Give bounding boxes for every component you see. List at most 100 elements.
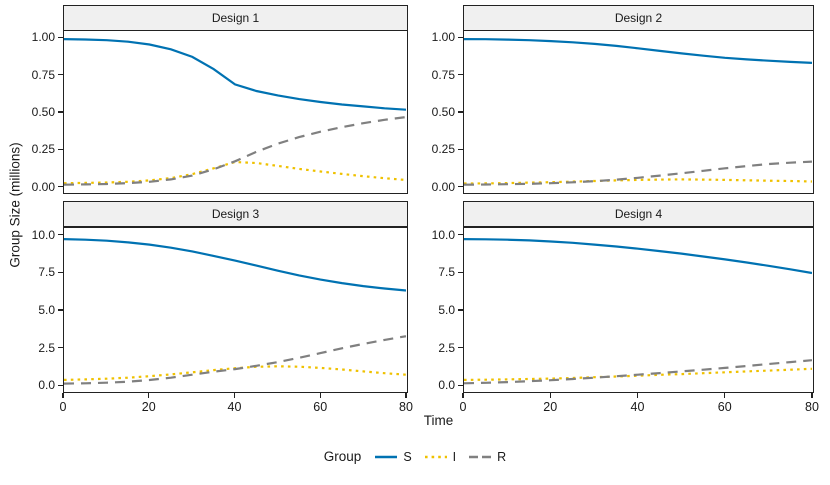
series-line-S [64,238,406,292]
y-tick-mark [58,148,63,150]
y-tick-mark [58,384,63,387]
legend-entry-label: S [403,449,412,464]
legend-entry-S: S [375,449,412,464]
y-tick-label: 0.0 [438,378,455,393]
x-tick-mark [811,393,813,398]
x-tick-mark [319,393,321,398]
x-tick-label: 40 [227,400,242,414]
series-line-S [464,38,812,64]
x-tick-label: 20 [543,400,558,414]
legend-entry-I: I [424,449,457,464]
legend-key-R-line [469,455,492,458]
y-tick-label: 0.75 [31,67,55,82]
series-line-I [464,178,812,185]
x-tick-label: 40 [630,400,645,414]
legend-title: Group [323,449,362,464]
x-tick-mark [462,393,464,398]
y-tick-label: 0.50 [31,105,55,119]
series-line-S [464,238,812,275]
x-tick-mark [62,393,64,398]
y-tick-label: 7.5 [438,265,455,280]
x-tick-label: 20 [141,400,156,414]
panel-lines [64,38,406,186]
y-tick-mark [458,309,463,311]
panel-design-1 [63,30,408,194]
x-tick-mark [405,393,407,398]
y-tick-label: 0.00 [31,179,55,194]
y-tick-label: 5.0 [38,303,55,317]
y-tick-label: 2.5 [438,340,455,355]
x-tick-label: 0 [459,400,467,414]
facet-strip-design-2: Design 2 [463,5,814,31]
x-tick-mark [724,393,726,398]
y-tick-label: 1.00 [31,30,55,45]
panel-design-2 [463,30,814,194]
y-tick-label: 0.00 [431,179,455,194]
y-tick-label: 0.75 [431,67,455,82]
y-tick-mark [58,74,63,76]
facet-strip-design-4: Design 4 [463,201,814,227]
legend-entry-label: R [497,449,507,464]
x-tick-label: 60 [717,400,732,414]
y-tick-mark [458,185,463,188]
y-tick-label: 0.0 [38,378,55,393]
x-tick-mark [148,393,150,398]
panel-lines [464,238,812,385]
y-tick-mark [58,233,63,236]
facet-strip-design-1: Design 1 [63,5,408,31]
y-tick-mark [58,185,63,188]
x-axis-title: Time [423,413,454,428]
y-tick-label: 10.0 [431,227,455,242]
legend-key-I-line [424,455,447,458]
series-line-R [464,359,812,385]
y-tick-label: 0.25 [431,142,455,157]
panel-design-3 [63,227,408,393]
y-tick-label: 0.50 [431,105,455,119]
y-tick-label: 1.00 [431,30,455,45]
panel-design-4 [463,227,814,393]
facet-title: Design 1 [211,11,260,25]
legend: Group S I R [0,449,830,464]
series-line-R [464,160,812,186]
y-tick-mark [458,111,463,113]
y-tick-mark [458,36,463,39]
series-line-I [64,160,406,185]
y-tick-label: 5.0 [438,303,455,317]
x-tick-label: 80 [805,400,819,414]
y-tick-mark [458,271,463,273]
x-tick-mark [233,393,236,398]
y-tick-mark [58,309,63,311]
series-line-R [64,116,406,186]
y-tick-mark [458,233,463,236]
facet-title: Design 4 [614,207,663,221]
y-tick-label: 2.5 [38,340,55,355]
legend-entry-R: R [469,450,506,464]
y-tick-label: 0.25 [31,142,55,157]
facet-title: Design 2 [614,11,663,25]
series-line-R [64,335,406,385]
y-axis-title-text: Group Size (millions) [7,142,23,268]
panel-lines [64,238,406,385]
y-tick-mark [458,148,463,150]
x-tick-mark [549,393,551,398]
y-tick-mark [58,36,63,39]
y-tick-mark [58,111,63,113]
x-tick-label: 80 [399,400,413,414]
y-tick-mark [58,271,63,273]
y-tick-mark [458,347,463,349]
legend-entry-label: I [452,449,457,464]
y-tick-label: 10.0 [31,227,55,242]
facet-strip-design-3: Design 3 [63,201,408,227]
y-tick-label: 7.5 [38,265,55,280]
x-tick-label: 60 [313,400,328,414]
facet-title: Design 3 [211,207,260,221]
series-line-S [64,38,406,111]
panel-lines [464,38,812,186]
y-tick-mark [458,384,463,387]
legend-key-S-line [375,455,398,458]
y-tick-mark [458,74,463,76]
x-tick-mark [636,393,639,398]
y-tick-mark [58,347,63,349]
